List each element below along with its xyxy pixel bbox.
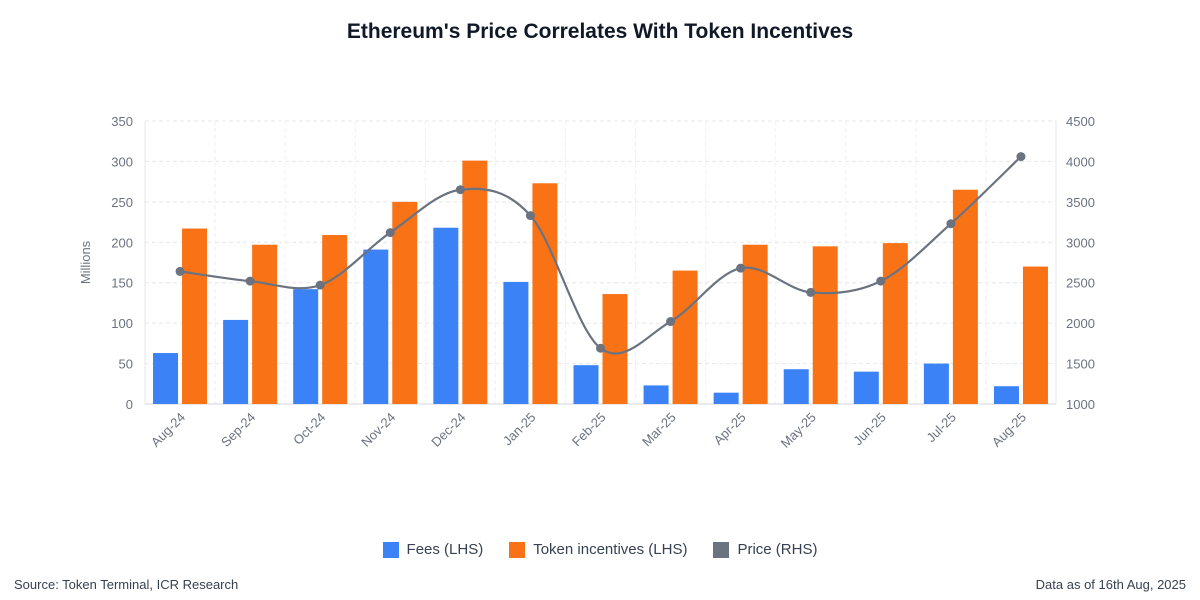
y-tick-label-left: 50 (119, 357, 133, 372)
price-point (596, 343, 605, 353)
x-tick-label: Nov-24 (358, 410, 398, 450)
price-point (175, 266, 185, 276)
bar-token-incentives (1022, 266, 1048, 404)
bar-token-incentives (602, 294, 628, 404)
source-note: Source: Token Terminal, ICR Research (14, 577, 239, 592)
x-tick-label: Jun-25 (850, 410, 889, 449)
price-point (806, 287, 816, 297)
legend-swatch-price (713, 541, 730, 558)
bar-token-incentives (462, 160, 488, 404)
price-point (946, 219, 956, 229)
y-tick-label-left: 300 (111, 154, 133, 169)
y-tick-label-right: 3000 (1066, 235, 1095, 250)
y-tick-label-right: 4000 (1066, 154, 1095, 169)
legend-swatch-token-incentives (509, 541, 526, 558)
bar-token-incentives (952, 189, 978, 404)
price-point (315, 280, 325, 290)
x-tick-label: Sep-24 (218, 410, 258, 450)
y-tick-label-left: 250 (111, 195, 133, 210)
price-point (245, 276, 255, 286)
y-tick-label-left: 200 (111, 235, 133, 250)
price-point (525, 211, 535, 221)
x-tick-label: Jan-25 (500, 410, 539, 449)
bar-fees (503, 281, 529, 404)
bar-fees (643, 385, 669, 404)
bar-token-incentives (882, 243, 908, 404)
bar-fees (923, 363, 949, 404)
y-tick-label-left: 0 (126, 397, 133, 412)
y-tick-label-right: 1500 (1066, 357, 1095, 372)
legend-label-price: Price (RHS) (737, 541, 818, 558)
y-tick-label-right: 2000 (1066, 316, 1095, 331)
y-tick-label-left: 150 (111, 276, 133, 291)
y-tick-label-right: 2500 (1066, 276, 1095, 291)
chart-title: Ethereum's Price Correlates With Token I… (346, 20, 854, 43)
bar-token-incentives (392, 201, 418, 404)
bar-fees (433, 227, 459, 404)
bar-token-incentives (812, 246, 838, 404)
y-tick-label-right: 4500 (1066, 114, 1095, 129)
bar-fees (853, 371, 879, 404)
bar-fees (153, 353, 179, 404)
bar-fees (223, 319, 249, 404)
legend-item-fees[interactable]: Fees (LHS) (382, 541, 484, 558)
legend-swatch-fees (382, 541, 399, 558)
legend: Fees (LHS) Token incentives (LHS) Price … (0, 541, 1200, 558)
data-date-note: Data as of 16th Aug, 2025 (1035, 577, 1186, 592)
legend-label-fees: Fees (LHS) (406, 541, 484, 558)
bar-fees (363, 249, 389, 404)
price-point (876, 276, 886, 286)
legend-label-token-incentives: Token incentives (LHS) (533, 541, 688, 558)
bar-token-incentives (322, 235, 348, 404)
legend-item-token-incentives[interactable]: Token incentives (LHS) (509, 541, 687, 558)
x-tick-label: Mar-25 (639, 410, 679, 450)
x-tick-label: Aug-24 (148, 410, 188, 450)
legend-item-price[interactable]: Price (RHS) (713, 541, 817, 558)
bar-fees (993, 386, 1019, 404)
y-axis-title: Millions (78, 240, 93, 284)
x-tick-label: Dec-24 (428, 410, 468, 450)
price-point (666, 317, 676, 327)
y-tick-label-right: 1000 (1066, 397, 1095, 412)
x-tick-label: Oct-24 (290, 410, 328, 448)
x-tick-label: Jul-25 (923, 410, 959, 446)
x-tick-label: Apr-25 (711, 410, 749, 448)
x-tick-label: May-25 (778, 410, 819, 451)
bar-token-incentives (672, 270, 698, 404)
x-tick-label: Aug-25 (989, 410, 1029, 450)
bar-token-incentives (182, 228, 208, 404)
bar-fees (783, 369, 809, 404)
price-point (736, 263, 746, 273)
x-tick-label: Feb-25 (569, 410, 609, 450)
bar-fees (713, 392, 739, 404)
price-point (1016, 152, 1026, 162)
price-point (455, 185, 465, 195)
bar-fees (293, 289, 319, 404)
y-tick-label-left: 350 (111, 114, 133, 129)
bar-token-incentives (252, 244, 278, 404)
y-tick-label-right: 3500 (1066, 195, 1095, 210)
bar-token-incentives (532, 183, 558, 404)
price-point (385, 228, 395, 238)
y-tick-label-left: 100 (111, 316, 133, 331)
bar-fees (573, 365, 599, 404)
